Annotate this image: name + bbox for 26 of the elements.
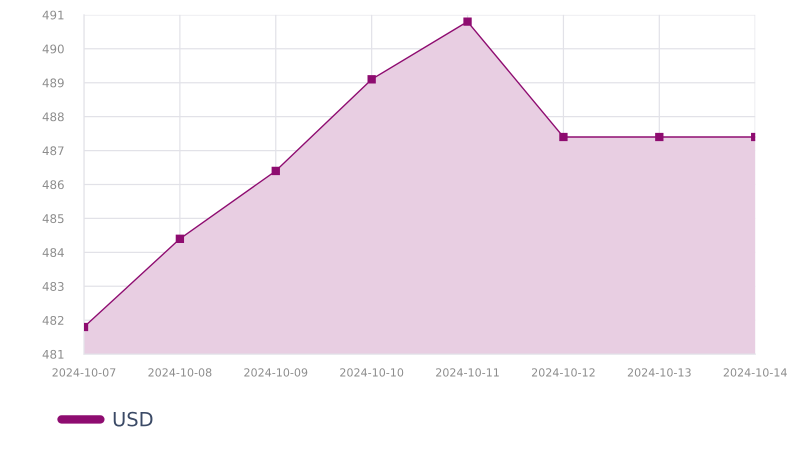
x-tick-label: 2024-10-12 <box>532 368 595 377</box>
point <box>176 234 184 243</box>
x-tick-label: 2024-10-13 <box>628 368 691 377</box>
point <box>367 75 376 84</box>
legend-label: USD <box>114 412 152 426</box>
x-tick-label: 2024-10-14 <box>724 368 787 377</box>
point <box>655 132 664 142</box>
y-tick-label: 491 <box>42 10 64 20</box>
y-tick-label: 482 <box>42 316 64 325</box>
y-tick-label: 485 <box>42 214 64 224</box>
y-tick-label: 489 <box>42 78 64 88</box>
y-tick-label: 481 <box>42 350 64 359</box>
y-tick-label: 486 <box>42 180 64 190</box>
y-tick-label: 488 <box>42 112 64 122</box>
point <box>463 17 472 26</box>
y-tick-label: 483 <box>42 282 64 291</box>
point <box>559 132 568 142</box>
x-tick-label: 2024-10-08 <box>148 368 212 377</box>
y-tick-label: 484 <box>42 248 64 258</box>
y-tick-label: 490 <box>42 44 64 54</box>
x-tick-label: 2024-10-09 <box>244 368 308 377</box>
y-tick-label: 487 <box>42 146 64 156</box>
x-tick-label: 2024-10-07 <box>52 368 116 377</box>
point <box>272 166 280 176</box>
x-tick-label: 2024-10-11 <box>436 368 499 377</box>
x-tick-label: 2024-10-10 <box>340 368 404 377</box>
